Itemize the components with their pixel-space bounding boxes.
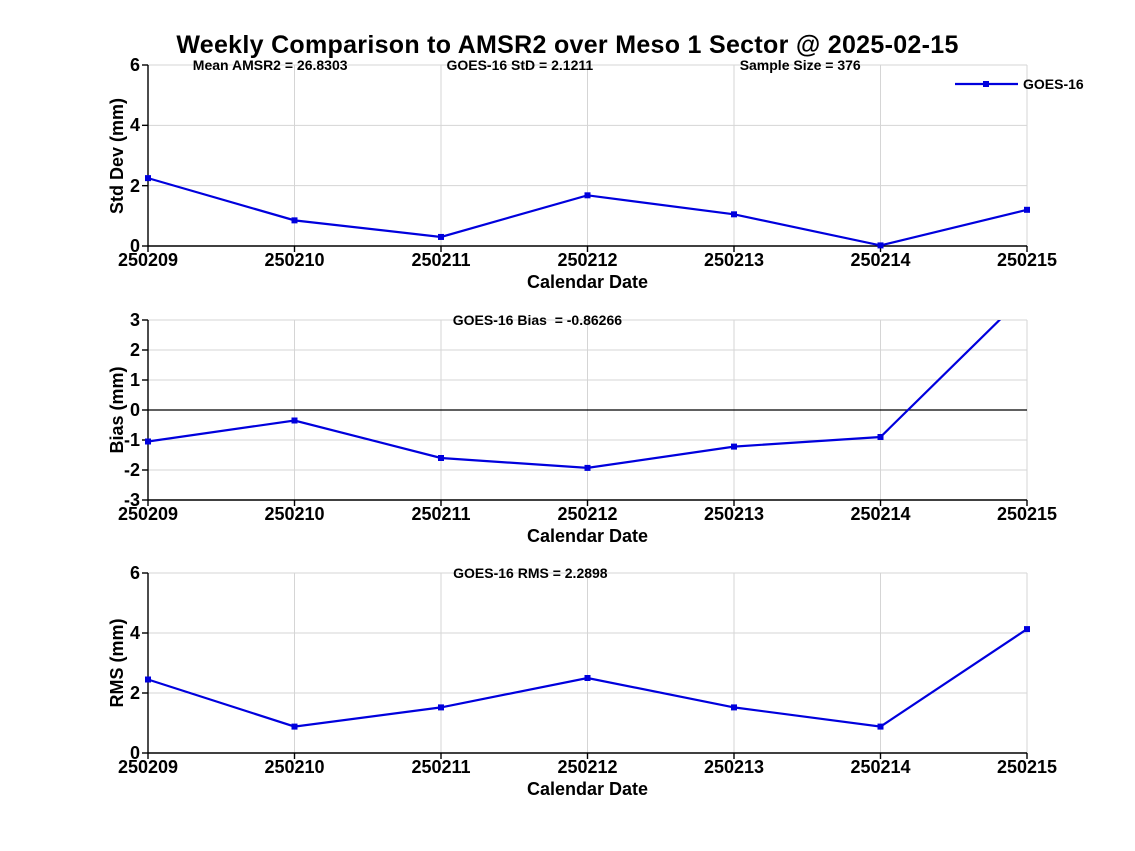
x-tick-label: 250213 bbox=[703, 504, 765, 524]
data-point bbox=[1024, 206, 1030, 213]
data-point bbox=[438, 704, 444, 711]
x-tick-label: 250209 bbox=[117, 504, 179, 524]
subplot-bias bbox=[142, 290, 1030, 506]
y-axis-label-rms: RMS (mm) bbox=[107, 618, 127, 708]
x-axis-label-bias: Calendar Date bbox=[526, 526, 649, 546]
data-points-bias bbox=[145, 290, 1030, 471]
x-tick-label: 250215 bbox=[996, 250, 1058, 270]
y-tick-label: 6 bbox=[129, 563, 140, 583]
annotation-std-dev: Sample Size = 376 bbox=[739, 57, 861, 73]
x-tick-label: 250212 bbox=[557, 504, 618, 524]
x-tick-label: 250209 bbox=[117, 757, 179, 777]
y-tick-label: 0 bbox=[129, 743, 140, 763]
x-tick-label: 250214 bbox=[850, 250, 911, 270]
data-point bbox=[438, 455, 444, 461]
x-axis-label-std-dev: Calendar Date bbox=[526, 272, 649, 292]
annotation-rms: GOES-16 RMS = 2.2898 bbox=[453, 565, 608, 581]
data-point bbox=[731, 704, 737, 711]
y-tick-label: -1 bbox=[123, 430, 140, 450]
y-tick-label: -3 bbox=[123, 490, 140, 510]
data-point bbox=[877, 242, 884, 249]
x-tick-label: 250214 bbox=[850, 504, 911, 524]
data-point bbox=[877, 723, 884, 730]
data-point bbox=[291, 417, 298, 424]
x-tick-label: 250210 bbox=[264, 250, 325, 270]
x-tick-label: 250211 bbox=[411, 757, 471, 777]
y-tick-label: 0 bbox=[129, 400, 140, 420]
x-axis-label-rms: Calendar Date bbox=[526, 779, 649, 799]
y-axis-label-std-dev: Std Dev (mm) bbox=[107, 97, 127, 214]
y-tick-label: 3 bbox=[129, 310, 140, 330]
x-tick-label: 250210 bbox=[264, 504, 325, 524]
y-tick-label: 6 bbox=[129, 55, 140, 75]
data-point bbox=[145, 175, 151, 182]
data-points-rms bbox=[145, 626, 1030, 730]
subplot-std-dev bbox=[142, 64, 1030, 252]
x-tick-label: 250209 bbox=[117, 250, 179, 270]
data-point bbox=[291, 217, 298, 224]
data-point bbox=[1024, 626, 1030, 633]
data-point bbox=[291, 723, 298, 730]
x-tick-label: 250213 bbox=[703, 757, 765, 777]
data-point bbox=[731, 211, 737, 218]
figure-title: Weekly Comparison to AMSR2 over Meso 1 S… bbox=[176, 31, 959, 59]
x-tick-label: 250213 bbox=[703, 250, 765, 270]
data-point bbox=[584, 675, 591, 681]
x-tick-label: 250212 bbox=[557, 757, 618, 777]
data-point bbox=[731, 443, 737, 450]
data-point bbox=[584, 464, 591, 471]
subplot-rms bbox=[142, 572, 1030, 759]
data-point bbox=[145, 438, 151, 445]
y-tick-label: 0 bbox=[129, 236, 140, 256]
annotation-std-dev: GOES-16 StD = 2.1211 bbox=[446, 57, 594, 73]
legend-label: GOES-16 bbox=[1023, 76, 1084, 92]
y-axis-label-bias: Bias (mm) bbox=[107, 366, 127, 454]
y-tick-label: 4 bbox=[129, 115, 140, 136]
y-tick-label: 2 bbox=[129, 175, 140, 196]
annotation-std-dev: Mean AMSR2 = 26.8303 bbox=[192, 57, 348, 73]
x-tick-label: 250211 bbox=[411, 504, 471, 524]
x-tick-label: 250215 bbox=[996, 757, 1058, 777]
x-tick-label: 250215 bbox=[996, 504, 1058, 524]
data-point bbox=[1024, 290, 1030, 296]
y-tick-label: 4 bbox=[129, 623, 140, 643]
legend-marker-sample bbox=[983, 81, 989, 87]
data-point bbox=[877, 434, 884, 440]
data-point bbox=[584, 192, 591, 199]
y-tick-label: 2 bbox=[129, 683, 140, 703]
x-tick-label: 250211 bbox=[411, 250, 471, 270]
x-tick-label: 250214 bbox=[850, 757, 911, 777]
y-tick-label: -2 bbox=[123, 460, 140, 480]
annotation-bias: GOES-16 Bias = -0.86266 bbox=[452, 312, 623, 328]
y-tick-label: 2 bbox=[129, 340, 140, 360]
data-point bbox=[438, 233, 444, 240]
data-point bbox=[145, 676, 151, 683]
x-tick-label: 250210 bbox=[264, 757, 325, 777]
y-tick-label: 1 bbox=[129, 370, 140, 390]
x-tick-label: 250212 bbox=[557, 250, 618, 270]
data-points-std-dev bbox=[145, 175, 1030, 249]
